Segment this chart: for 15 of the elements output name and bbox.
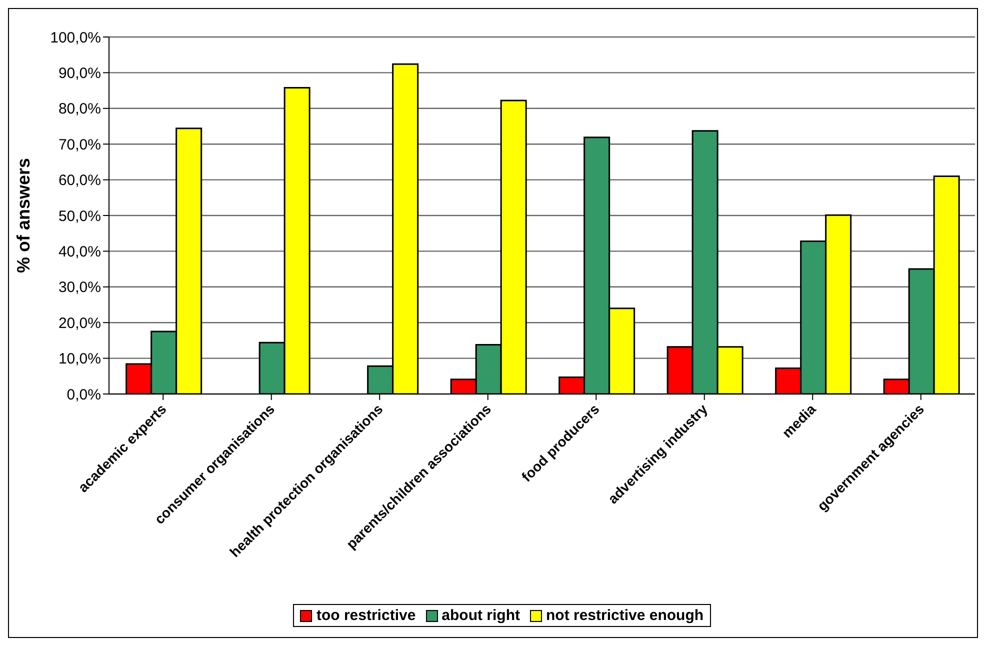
y-tick-label: 80,0% <box>58 100 101 118</box>
y-tick-label: 70,0% <box>58 136 101 154</box>
y-tick-label: 100,0% <box>50 29 101 46</box>
y-axis-title: % of answers <box>13 158 34 274</box>
y-tick-label: 20,0% <box>58 314 101 332</box>
legend-label: too restrictive <box>315 607 416 624</box>
legend-label: not restrictive enough <box>545 607 704 624</box>
y-tick-label: 90,0% <box>58 65 101 82</box>
y-tick-label: 50,0% <box>58 208 101 225</box>
y-tick-label: 30,0% <box>58 279 101 296</box>
y-tick-label: 60,0% <box>58 172 101 190</box>
y-tick-label: 0,0% <box>66 386 101 404</box>
legend-label: about right <box>440 607 520 624</box>
y-tick-label: 40,0% <box>58 244 101 261</box>
y-tick-label: 10,0% <box>58 350 101 368</box>
